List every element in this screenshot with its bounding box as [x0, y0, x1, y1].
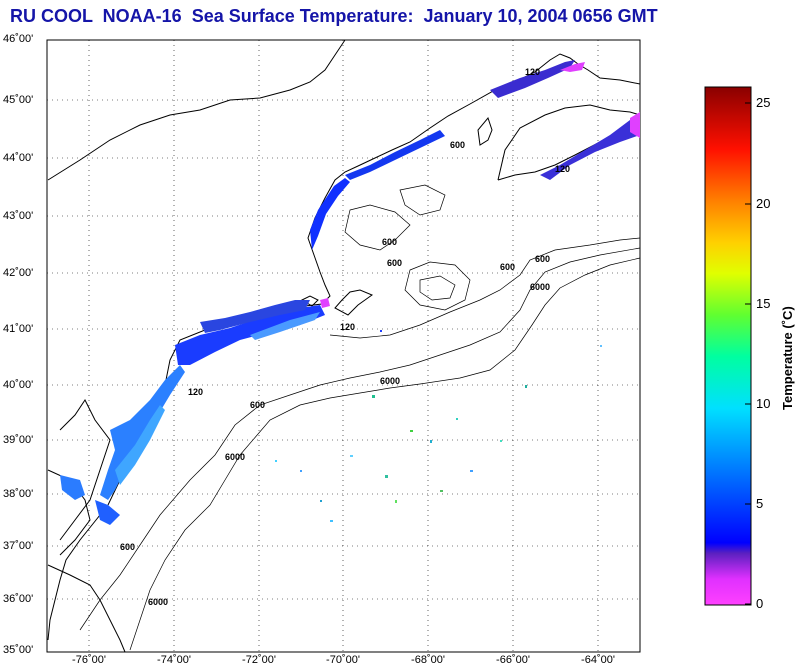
colorbar-tick-label: 15 [756, 296, 771, 311]
colorbar-tick-label: 0 [756, 596, 764, 611]
isobath-label-6000: 6000 [380, 376, 400, 386]
lat-label: 39˚00' [3, 434, 34, 446]
lon-label: -64˚00' [581, 654, 615, 666]
graticule [47, 40, 640, 652]
lon-label: -74˚00' [157, 654, 191, 666]
lat-label: 41˚00' [3, 323, 34, 335]
colorbar-tick-label: 20 [756, 196, 771, 211]
isobath-label-600: 600 [500, 262, 515, 272]
isobath-label-120: 120 [525, 67, 540, 77]
lat-label: 38˚00' [3, 488, 34, 500]
lat-label: 46˚00' [3, 33, 34, 45]
sst-coastal-band [60, 60, 640, 525]
lat-label: 45˚00' [3, 94, 34, 106]
isobath-label-120: 120 [340, 322, 355, 332]
colorbar-tick-label: 10 [756, 396, 771, 411]
lon-label: -66˚00' [496, 654, 530, 666]
isobath-label-group: 600 6000 6000 6000 600 600 600 600 600 1… [120, 67, 570, 607]
lon-label: -76˚00' [72, 654, 106, 666]
colorbar-tick-label: 25 [756, 95, 771, 110]
isobath-label-600: 600 [382, 237, 397, 247]
lat-label: 43˚00' [3, 210, 34, 222]
lat-label: 44˚00' [3, 152, 34, 164]
map-frame [46, 39, 641, 653]
sst-offshore-speckle [275, 330, 602, 522]
isobath-label-600: 600 [250, 400, 265, 410]
lat-label: 40˚00' [3, 379, 34, 391]
lat-label: 37˚00' [3, 540, 34, 552]
lon-label: -68˚00' [411, 654, 445, 666]
isobath-label-600: 600 [387, 258, 402, 268]
isobaths [79, 184, 641, 651]
colorbar-ticks [745, 102, 751, 605]
isobath-label-120: 120 [555, 164, 570, 174]
isobath-label-6000: 6000 [225, 452, 245, 462]
lat-label: 42˚00' [3, 267, 34, 279]
lon-label: -72˚00' [242, 654, 276, 666]
colorbar-tick-label: 5 [756, 496, 764, 511]
isobath-label-6000: 6000 [148, 597, 168, 607]
isobath-label-6000: 6000 [530, 282, 550, 292]
map-title: RU COOL NOAA-16 Sea Surface Temperature:… [10, 6, 658, 26]
lat-label: 35˚00' [3, 644, 34, 656]
isobath-label-120: 120 [188, 387, 203, 397]
isobath-label-600: 600 [535, 254, 550, 264]
colorbar-title: Temperature (˚C) [780, 306, 795, 410]
lon-label: -70˚00' [326, 654, 360, 666]
isobath-label-600: 600 [450, 140, 465, 150]
isobath-label-600: 600 [120, 542, 135, 552]
colorbar [704, 86, 752, 606]
lat-label: 36˚00' [3, 593, 34, 605]
